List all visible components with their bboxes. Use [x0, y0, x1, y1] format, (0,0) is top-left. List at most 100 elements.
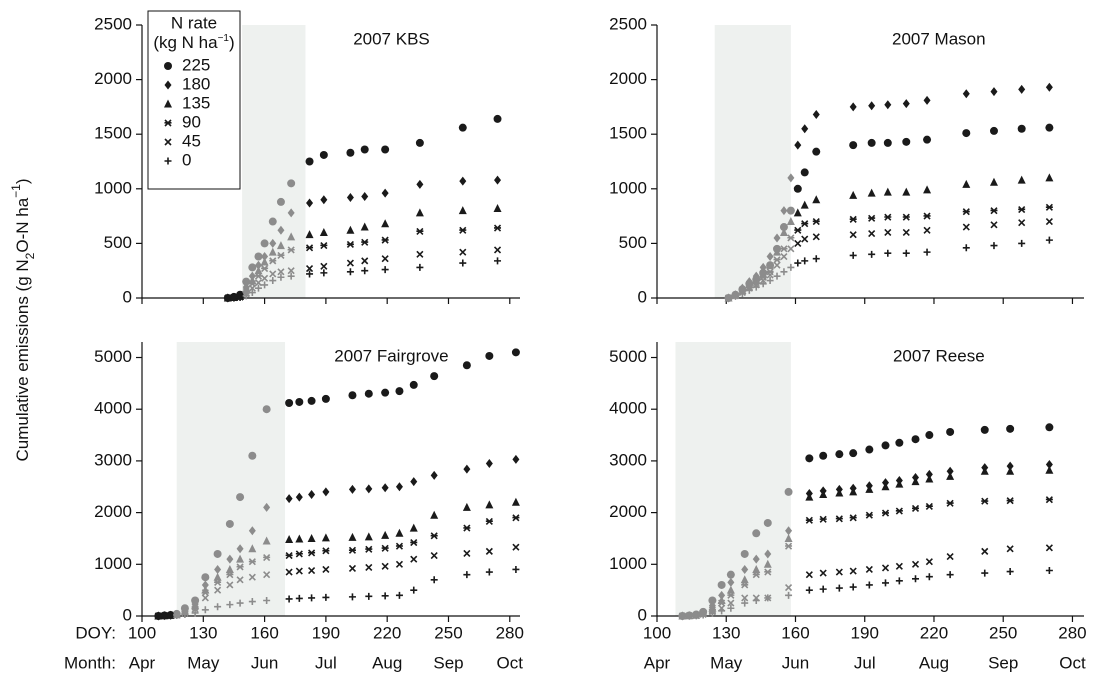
shade-region: [242, 25, 306, 298]
data-point: [381, 188, 389, 198]
data-point: [962, 244, 970, 252]
data-point: [911, 477, 920, 486]
y-tick-label: 0: [123, 287, 132, 306]
data-point: [295, 567, 303, 575]
y-tick-label: 1000: [94, 554, 132, 573]
y-tick-label: 2500: [94, 14, 132, 33]
data-point: [260, 257, 269, 266]
data-point: [201, 606, 209, 614]
data-point: [763, 559, 772, 568]
x-tick-label: 280: [1058, 623, 1086, 642]
data-point: [786, 206, 795, 215]
data-point: [787, 245, 795, 253]
data-point: [884, 249, 892, 257]
data-point: [727, 599, 735, 607]
data-point: [348, 593, 356, 601]
data-point: [752, 571, 760, 579]
data-point: [678, 612, 686, 620]
data-point: [849, 449, 858, 458]
data-point: [395, 387, 404, 396]
data-point: [494, 257, 502, 265]
data-point: [361, 267, 369, 275]
data-point: [268, 217, 277, 226]
data-point: [925, 469, 933, 479]
legend-label: 135: [182, 93, 210, 112]
data-point: [277, 268, 285, 276]
data-point: [214, 564, 222, 574]
legend-title: (kg N ha−1): [153, 33, 234, 52]
month-label: Apr: [644, 653, 671, 672]
data-point: [925, 573, 933, 581]
data-point: [381, 530, 390, 539]
data-point: [800, 200, 809, 209]
data-point: [346, 240, 354, 249]
data-point: [248, 263, 257, 272]
data-point: [868, 101, 876, 111]
data-point: [262, 536, 271, 545]
data-point: [248, 451, 257, 460]
data-point: [320, 262, 328, 270]
data-point: [794, 140, 802, 150]
data-point: [819, 569, 827, 577]
data-point: [512, 514, 520, 522]
legend-label: 90: [182, 112, 201, 131]
data-point: [287, 232, 296, 241]
data-point: [801, 220, 809, 228]
x-tick-label: 220: [373, 623, 401, 642]
x-tick-label: 250: [434, 623, 462, 642]
data-point: [295, 594, 303, 602]
data-point: [225, 519, 234, 528]
data-point: [766, 277, 774, 285]
data-point: [512, 454, 520, 464]
data-point: [741, 594, 749, 602]
x-tick-label: 250: [989, 623, 1017, 642]
data-point: [154, 612, 162, 620]
y-tick-label: 3000: [609, 450, 647, 469]
data-point: [911, 435, 920, 444]
data-point: [819, 515, 827, 523]
data-point: [319, 227, 328, 236]
data-point: [285, 399, 294, 408]
data-point: [1006, 466, 1015, 475]
data-point: [381, 544, 389, 552]
data-point: [295, 492, 303, 502]
data-point: [295, 534, 304, 543]
data-point: [381, 483, 389, 493]
y-tick-label: 500: [104, 233, 132, 252]
data-point: [308, 549, 316, 557]
data-point: [946, 427, 955, 436]
data-point: [884, 100, 892, 110]
legend-marker: [164, 62, 172, 70]
y-tick-label: 0: [638, 287, 647, 306]
data-point: [1045, 203, 1053, 211]
data-point: [254, 252, 263, 261]
data-point: [409, 523, 418, 532]
data-point: [254, 279, 263, 287]
data-point: [868, 214, 876, 222]
data-point: [410, 539, 418, 547]
data-point: [738, 290, 746, 298]
data-point: [923, 185, 932, 194]
legend-title-part: −1: [218, 33, 230, 44]
data-point: [946, 552, 954, 561]
data-point: [849, 583, 857, 591]
data-point: [989, 177, 998, 186]
data-point: [213, 572, 222, 581]
y-tick-label: 4000: [94, 399, 132, 418]
data-point: [785, 526, 793, 536]
panel-title: 2007 KBS: [353, 29, 430, 48]
data-point: [308, 566, 316, 575]
data-point: [946, 471, 955, 480]
data-point: [1045, 217, 1053, 226]
data-point: [726, 570, 735, 579]
data-point: [485, 500, 494, 509]
x-tick-label: 160: [250, 623, 278, 642]
data-point: [962, 129, 971, 138]
data-point: [395, 482, 403, 492]
data-point: [305, 157, 314, 166]
data-point: [430, 551, 438, 560]
data-point: [462, 361, 471, 370]
data-point: [805, 454, 814, 463]
data-point: [493, 224, 502, 232]
legend-marker: [164, 80, 172, 90]
